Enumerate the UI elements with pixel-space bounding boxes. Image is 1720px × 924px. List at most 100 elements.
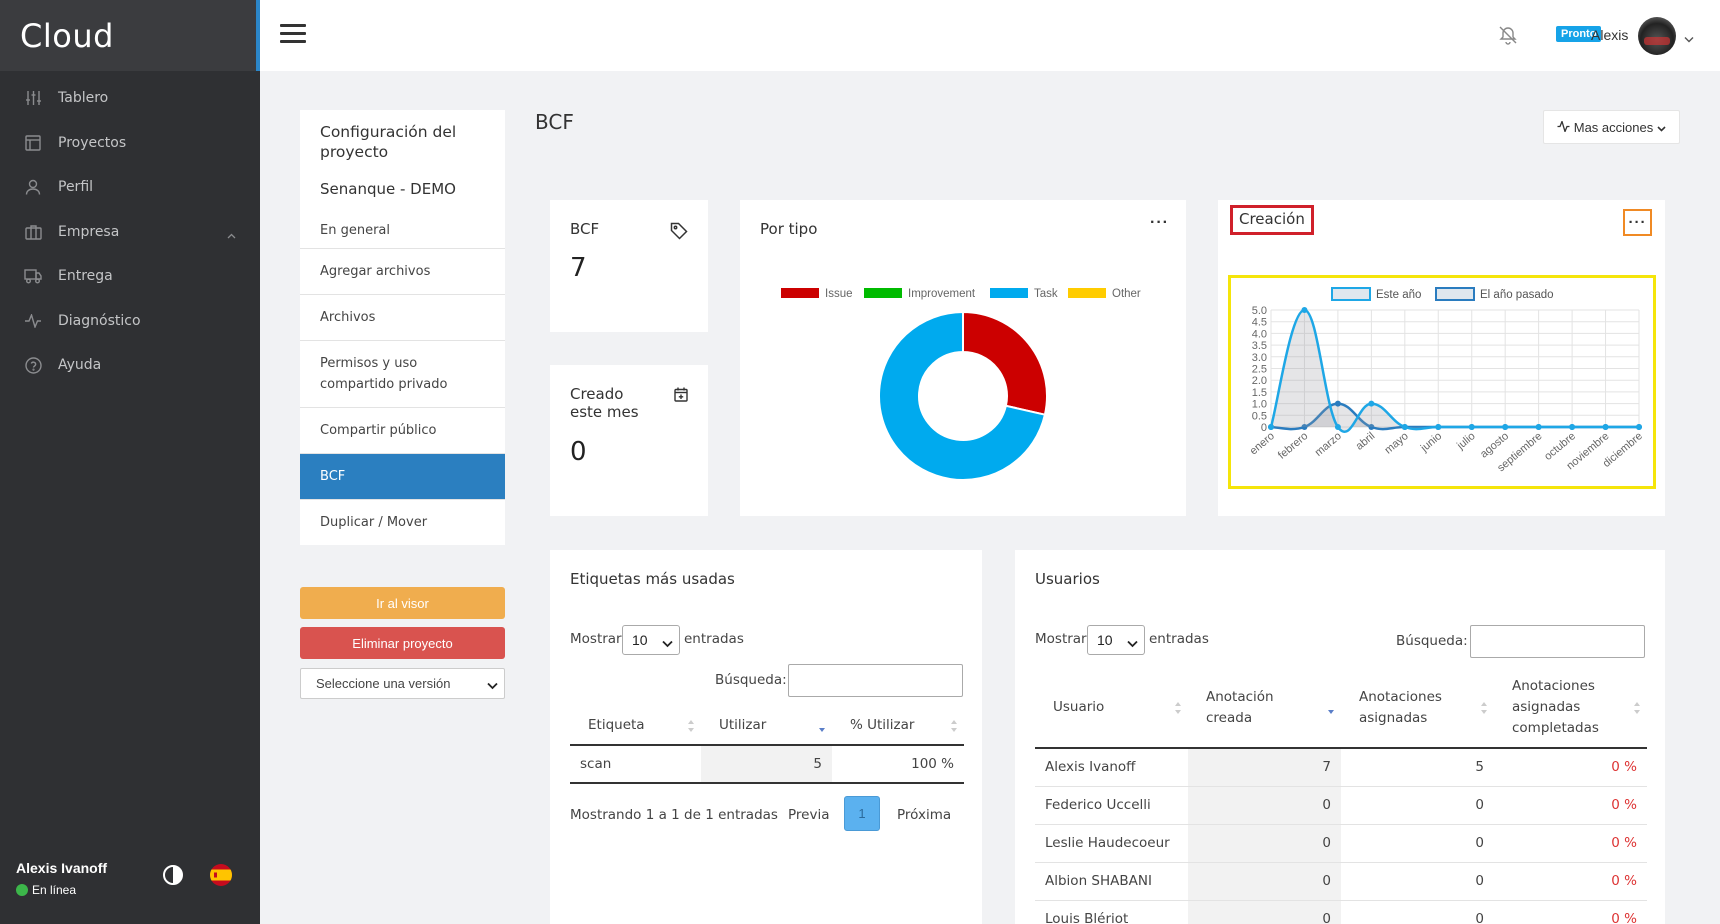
sidebar-item-label: Proyectos — [58, 134, 127, 151]
data-point — [1602, 424, 1609, 430]
sidebar-item-proyectos[interactable]: Proyectos — [0, 121, 260, 166]
legend-label: Other — [1112, 288, 1141, 300]
briefcase-icon — [24, 223, 42, 241]
legend-label: Issue — [825, 288, 853, 300]
table-cell: 0 % — [1494, 900, 1647, 924]
table-row: Leslie Haudecoeur 0 0 0 % — [1035, 824, 1647, 863]
sidebar-item-empresa[interactable]: Empresa — [0, 210, 260, 255]
y-tick-label: 1.0 — [1252, 399, 1267, 411]
data-point — [1334, 400, 1341, 407]
creacion-title-highlight: Creación — [1230, 205, 1314, 235]
table-cell: 100 % — [832, 745, 964, 784]
bell-off-icon[interactable] — [1498, 25, 1518, 50]
next-page-link[interactable]: Próxima — [897, 807, 952, 823]
sidebar-user-name: Alexis Ivanoff — [16, 860, 108, 876]
column-header-etiqueta[interactable]: Etiqueta — [570, 707, 701, 746]
card-label: BCF — [570, 220, 600, 238]
sidebar-user: Alexis Ivanoff En línea — [16, 854, 260, 924]
creacion-chart-highlight — [1228, 275, 1656, 489]
go-to-viewer-button[interactable]: Ir al visor — [300, 587, 505, 619]
creacion-card: Creación ··· Este año El año pasado 0 0.5 1.… — [1218, 200, 1665, 516]
config-item-add-files[interactable]: Agregar archivos — [300, 248, 505, 294]
project-config-panel: Configuración del proyecto Senanque - DE… — [300, 110, 505, 545]
delete-project-button[interactable]: Eliminar proyecto — [300, 627, 505, 659]
window-icon — [24, 134, 42, 152]
sidebar-item-ayuda[interactable]: Ayuda — [0, 343, 260, 388]
chevron-down-icon[interactable] — [1684, 30, 1694, 48]
pie-slice-issue — [962, 310, 1048, 416]
y-tick-label: 2.5 — [1252, 364, 1267, 376]
more-actions-button[interactable]: Mas acciones — [1543, 110, 1680, 144]
config-item-permissions[interactable]: Permisos y uso compartido privado — [300, 340, 505, 407]
table-cell: Louis Blériot — [1035, 900, 1188, 924]
search-input[interactable] — [1470, 625, 1645, 658]
spain-flag-icon[interactable] — [210, 864, 232, 886]
usuarios-table: Usuario Anotación creada Anotaciones asi… — [1035, 668, 1647, 924]
sidebar-item-perfil[interactable]: Perfil — [0, 165, 260, 210]
created-this-month-card: Creado este mes 0 — [550, 365, 708, 516]
table-cell: 7 — [1188, 748, 1341, 787]
column-header-porcentaje[interactable]: % Utilizar — [832, 707, 964, 746]
column-header-usuario[interactable]: Usuario — [1035, 668, 1188, 749]
theme-toggle-icon[interactable] — [162, 864, 184, 891]
y-tick-label: 3.0 — [1252, 352, 1267, 364]
logo-bar: Cloud — [0, 0, 260, 71]
table-row: Alexis Ivanoff 7 5 0 % — [1035, 748, 1647, 787]
table-cell: Albion SHABANI — [1035, 862, 1188, 901]
x-tick-label: julio — [1454, 430, 1477, 452]
config-item-files[interactable]: Archivos — [300, 294, 505, 340]
chart-title: Por tipo — [760, 220, 818, 238]
table-row: scan 5 100 % — [570, 745, 964, 784]
data-point — [1301, 307, 1308, 313]
x-tick-label: mayo — [1382, 430, 1410, 456]
calendar-plus-icon — [674, 387, 688, 407]
chevron-down-icon — [1657, 120, 1666, 135]
chevron-down-icon — [487, 678, 498, 693]
config-item-duplicate[interactable]: Duplicar / Mover — [300, 499, 505, 545]
sidebar-item-diagnostico[interactable]: Diagnóstico — [0, 299, 260, 344]
menu-toggle-icon[interactable] — [280, 24, 306, 44]
table-cell: 0 % — [1494, 862, 1647, 901]
column-header-anotacion-creada[interactable]: Anotación creada — [1188, 668, 1341, 749]
topbar-username[interactable]: Alexis — [1591, 27, 1629, 43]
sidebar-item-tablero[interactable]: Tablero — [0, 76, 260, 121]
search-input[interactable] — [788, 664, 963, 697]
creacion-chart: Este año El año pasado 00.51.01.52.02.53.0… — [1248, 287, 1645, 474]
config-item-general[interactable]: En general — [320, 222, 390, 238]
activity-icon — [24, 312, 42, 330]
chevron-down-icon — [662, 635, 673, 651]
search-label: Búsqueda: — [715, 672, 787, 688]
column-header-anotaciones-asignadas[interactable]: Anotaciones asignadas — [1341, 668, 1494, 749]
legend-swatch — [864, 288, 902, 298]
show-label: Mostrar — [1035, 631, 1087, 647]
sort-icon — [1480, 700, 1488, 723]
table-cell: 0 — [1188, 900, 1341, 924]
config-item-bcf[interactable]: BCF — [300, 453, 505, 499]
data-point — [1368, 424, 1375, 430]
version-select[interactable]: Seleccione una versión — [300, 668, 505, 699]
table-cell: 0 % — [1494, 748, 1647, 787]
app-logo[interactable]: Cloud — [20, 16, 114, 55]
y-tick-label: 0 — [1261, 422, 1267, 434]
page-size-select[interactable]: 10 — [1087, 625, 1145, 655]
data-point — [1301, 424, 1308, 430]
bcf-count-card: BCF 7 — [550, 200, 708, 332]
table-cell: 0 % — [1494, 786, 1647, 825]
table-cell: 5 — [1341, 748, 1494, 787]
more-options-icon[interactable]: ··· — [1623, 209, 1652, 236]
previous-page-link[interactable]: Previa — [788, 807, 830, 823]
table-cell: 0 — [1341, 900, 1494, 924]
table-cell: 0 — [1188, 824, 1341, 863]
page-button-1[interactable]: 1 — [844, 796, 880, 831]
column-header-completadas[interactable]: Anotaciones asignadas completadas — [1494, 668, 1647, 749]
config-item-public-share[interactable]: Compartir público — [300, 407, 505, 453]
column-header-utilizar[interactable]: Utilizar — [701, 707, 832, 746]
por-tipo-card: Por tipo ··· Issue Improvement Task Other — [740, 200, 1186, 516]
sidebar-item-entrega[interactable]: Entrega — [0, 254, 260, 299]
more-actions-label: Mas acciones — [1573, 119, 1654, 135]
avatar[interactable] — [1638, 17, 1676, 55]
page-size-select[interactable]: 10 — [622, 625, 680, 655]
table-row: Louis Blériot 0 0 0 % — [1035, 900, 1647, 924]
more-options-icon[interactable]: ··· — [1150, 214, 1169, 231]
entries-label: entradas — [1149, 631, 1209, 647]
